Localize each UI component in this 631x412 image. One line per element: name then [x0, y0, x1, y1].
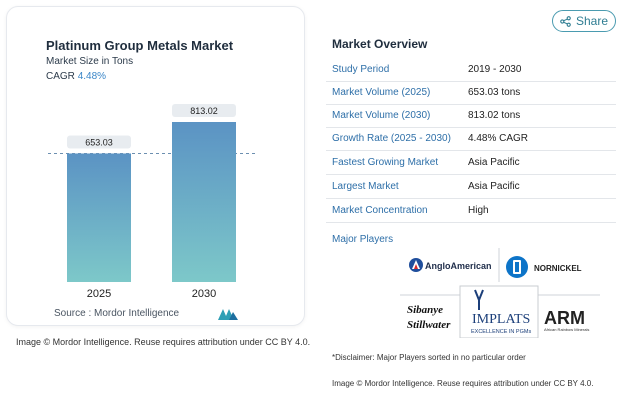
chart-title: Platinum Group Metals Market — [46, 38, 234, 53]
bar-2030 — [172, 122, 236, 282]
logo-text-angloamerican: AngloAmerican — [425, 261, 492, 271]
major-players-logos: AngloAmerican NORNICKEL Sibanye Stillwat… — [400, 248, 600, 338]
overview-row-concentration: Market Concentration High — [326, 200, 616, 223]
overview-key[interactable]: Growth Rate (2025 - 2030) — [332, 133, 451, 144]
chart-subtitle: Market Size in Tons — [46, 56, 134, 67]
overview-row-growth-rate: Growth Rate (2025 - 2030) 4.48% CAGR — [326, 128, 616, 151]
bar-chart: 653.03 2025 813.02 2030 — [48, 104, 258, 300]
value-label-2030: 813.02 — [190, 106, 218, 116]
major-players-title: Major Players — [332, 234, 394, 245]
overview-key[interactable]: Market Concentration — [332, 205, 428, 216]
overview-row-fastest-growing: Fastest Growing Market Asia Pacific — [326, 152, 616, 175]
chart-card — [6, 6, 305, 326]
mordor-logo-icon — [218, 309, 238, 320]
overview-value: 2019 - 2030 — [468, 64, 522, 75]
logo-text-arm-tagline: African Rainbow Minerals — [544, 327, 589, 332]
image-credit-right: Image © Mordor Intelligence. Reuse requi… — [332, 379, 594, 388]
overview-value: Asia Pacific — [468, 157, 520, 168]
x-tick-label-2025: 2025 — [87, 288, 111, 300]
chart-cagr: CAGR 4.48% — [46, 71, 106, 82]
svg-text:Sibanye: Sibanye — [407, 304, 443, 316]
bar-2025 — [67, 153, 131, 282]
disclaimer: *Disclaimer: Major Players sorted in no … — [332, 353, 526, 362]
overview-value: High — [468, 205, 489, 216]
overview-key[interactable]: Market Volume (2030) — [332, 110, 431, 121]
nornickel-logo: NORNICKEL — [506, 256, 582, 278]
market-overview-title: Market Overview — [332, 37, 428, 51]
overview-value: 813.02 tons — [468, 110, 521, 121]
value-label-2025: 653.03 — [85, 137, 113, 147]
overview-key[interactable]: Largest Market — [332, 181, 399, 192]
implats-logo: IMPLATS EXCELLENCE IN PGMs — [459, 285, 539, 338]
x-tick-label-2030: 2030 — [192, 288, 216, 300]
angloamerican-logo: AngloAmerican — [409, 258, 492, 272]
share-label: Share — [575, 14, 609, 28]
overview-key[interactable]: Market Volume (2025) — [332, 87, 431, 98]
logo-text-implats: IMPLATS — [472, 312, 530, 327]
overview-row-largest-market: Largest Market Asia Pacific — [326, 176, 616, 199]
value-label-bg-2025 — [67, 135, 131, 149]
share-button[interactable]: Share — [552, 10, 616, 32]
overview-key[interactable]: Study Period — [332, 64, 390, 75]
overview-row-volume-2025: Market Volume (2025) 653.03 tons — [326, 82, 616, 105]
cagr-label: CAGR — [46, 71, 75, 82]
image-credit-left: Image © Mordor Intelligence. Reuse requi… — [16, 337, 311, 347]
chart-source: Source : Mordor Intelligence — [54, 308, 180, 319]
sibanye-stillwater-logo: Sibanye Stillwater — [407, 304, 451, 331]
overview-value: 653.03 tons — [468, 87, 521, 98]
logo-text-implats-tagline: EXCELLENCE IN PGMs — [471, 329, 531, 335]
logo-text-nornickel: NORNICKEL — [534, 264, 582, 273]
logo-text-arm: ARM — [544, 308, 585, 328]
overview-key[interactable]: Fastest Growing Market — [332, 157, 439, 168]
value-label-bg-2030 — [172, 104, 236, 117]
arm-logo: ARM African Rainbow Minerals — [544, 308, 589, 332]
overview-row-volume-2030: Market Volume (2030) 813.02 tons — [326, 105, 616, 128]
overview-value: Asia Pacific — [468, 181, 520, 192]
cagr-value: 4.48% — [77, 71, 107, 82]
svg-text:Stillwater: Stillwater — [407, 319, 451, 331]
share-icon — [560, 15, 571, 27]
overview-row-study-period: Study Period 2019 - 2030 — [326, 59, 616, 82]
overview-value: 4.48% CAGR — [468, 133, 529, 144]
